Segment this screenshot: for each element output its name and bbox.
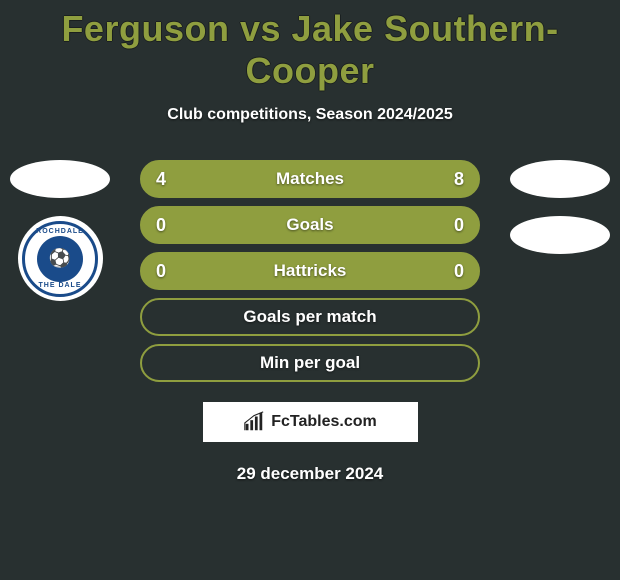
stats-list: 4 Matches 8 0 Goals 0 0 Hattricks 0 Goal…	[140, 160, 480, 382]
right-club-avatar	[510, 216, 610, 254]
stat-row-goals: 0 Goals 0	[140, 206, 480, 244]
right-player-column	[510, 160, 610, 254]
stat-row-gpm: Goals per match	[140, 298, 480, 336]
stat-label: Hattricks	[142, 261, 478, 281]
crest-text-top: ROCHDALE	[36, 228, 84, 235]
stat-row-matches: 4 Matches 8	[140, 160, 480, 198]
football-icon: ⚽	[37, 236, 83, 282]
footer-brand-badge: FcTables.com	[203, 402, 418, 442]
bar-chart-icon	[243, 411, 265, 433]
footer-brand-text: FcTables.com	[271, 413, 377, 431]
stat-row-hattricks: 0 Hattricks 0	[140, 252, 480, 290]
comparison-panel: ROCHDALE ⚽ THE DALE 4 Matches 8 0 Goals …	[0, 160, 620, 382]
generated-date: 29 december 2024	[0, 464, 620, 484]
crest-text-bottom: THE DALE	[39, 282, 82, 289]
page-title: Ferguson vs Jake Southern-Cooper	[0, 0, 620, 92]
left-club-crest: ROCHDALE ⚽ THE DALE	[18, 216, 103, 301]
left-player-avatar	[10, 160, 110, 198]
stat-label: Matches	[142, 169, 478, 189]
stat-row-mpg: Min per goal	[140, 344, 480, 382]
subtitle: Club competitions, Season 2024/2025	[0, 106, 620, 124]
right-player-avatar	[510, 160, 610, 198]
stat-label: Goals	[142, 215, 478, 235]
left-player-column: ROCHDALE ⚽ THE DALE	[10, 160, 110, 301]
stat-label: Min per goal	[142, 353, 478, 373]
stat-label: Goals per match	[142, 307, 478, 327]
